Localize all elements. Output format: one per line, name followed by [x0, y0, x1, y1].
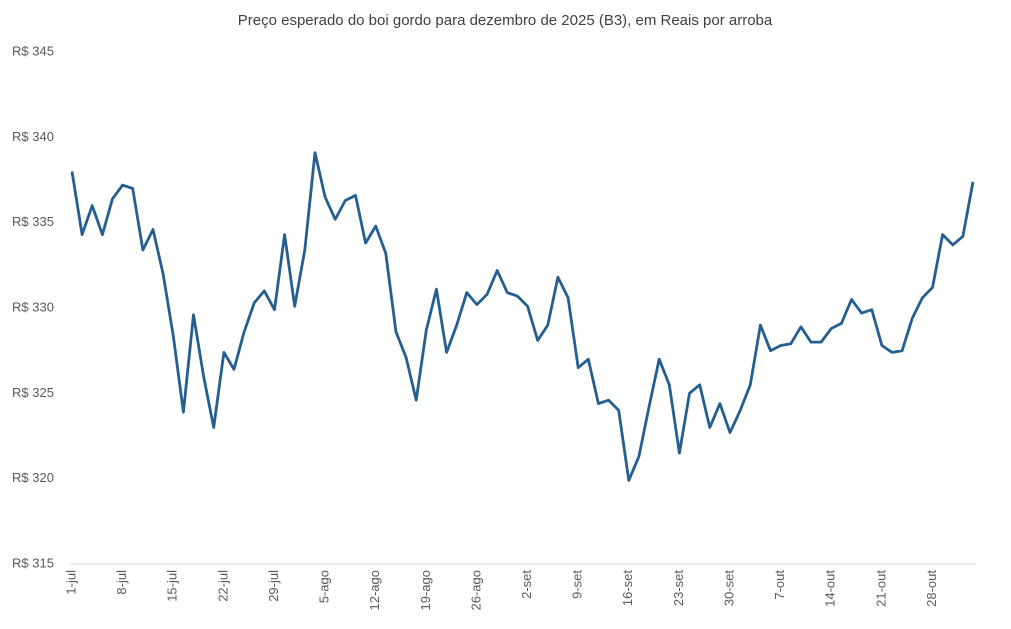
- x-tick-label: 21-out: [873, 570, 888, 607]
- y-tick-label: R$ 345: [12, 43, 54, 58]
- x-tick-label: 22-jul: [215, 570, 230, 602]
- y-tick-label: R$ 325: [12, 385, 54, 400]
- x-tick-label: 14-out: [823, 570, 838, 607]
- x-tick-label: 29-jul: [266, 570, 281, 602]
- x-tick-label: 30-set: [721, 570, 736, 607]
- x-tick-label: 28-out: [924, 570, 939, 607]
- y-tick-label: R$ 330: [12, 299, 54, 314]
- x-tick-label: 1-jul: [63, 570, 78, 595]
- x-tick-label: 7-out: [772, 570, 787, 600]
- x-tick-label: 12-ago: [367, 570, 382, 610]
- x-tick-label: 2-set: [519, 570, 534, 599]
- y-tick-label: R$ 340: [12, 129, 54, 144]
- y-tick-label: R$ 320: [12, 470, 54, 485]
- x-tick-label: 23-set: [671, 570, 686, 607]
- x-tick-label: 26-ago: [468, 570, 483, 610]
- y-tick-label: R$ 315: [12, 555, 54, 570]
- chart-title: Preço esperado do boi gordo para dezembr…: [238, 12, 773, 29]
- x-tick-label: 16-set: [620, 570, 635, 607]
- line-series: [70, 151, 975, 482]
- x-tick-label: 9-set: [570, 570, 585, 599]
- x-tick-label: 15-jul: [165, 570, 180, 602]
- y-tick-label: R$ 335: [12, 214, 54, 229]
- x-tick-label: 19-ago: [418, 570, 433, 610]
- x-tick-label: 5-ago: [317, 570, 332, 603]
- x-tick-label: 8-jul: [114, 570, 129, 595]
